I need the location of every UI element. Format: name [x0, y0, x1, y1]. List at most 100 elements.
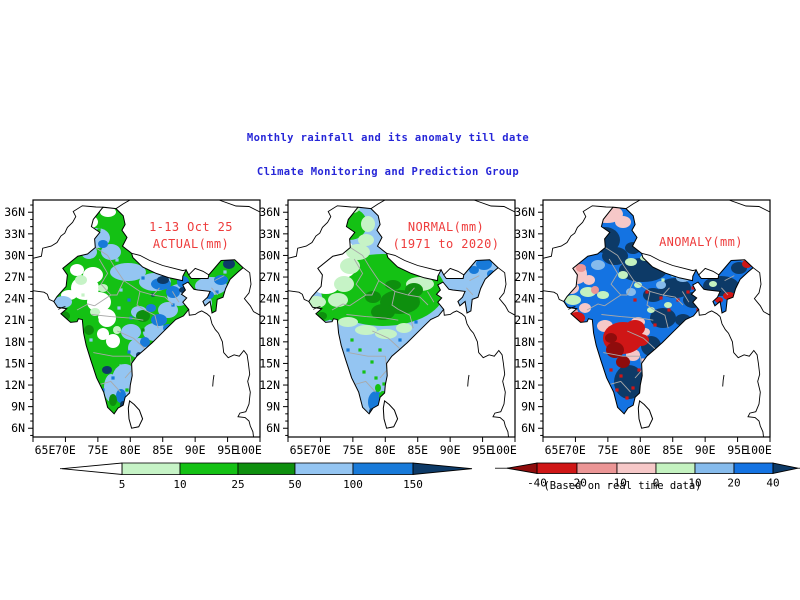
data-blob — [565, 295, 581, 305]
data-speckle — [637, 368, 641, 372]
data-blob — [746, 272, 754, 284]
lat-axis-label: 18N — [4, 335, 25, 349]
data-blob — [615, 216, 631, 228]
lat-axis-label: 6N — [266, 421, 280, 435]
lat-axis-label: 30N — [259, 248, 280, 262]
data-speckle — [125, 388, 129, 392]
data-speckle — [645, 290, 649, 294]
colorbar-tick-label: -10 — [607, 477, 627, 490]
data-speckle — [625, 396, 629, 400]
colorbar-right-arrow — [772, 462, 799, 475]
lat-axis-label: 18N — [514, 335, 535, 349]
country-borders — [32, 199, 261, 437]
data-blob — [75, 275, 87, 285]
data-blob — [98, 309, 116, 327]
lon-axis-label: 85E — [152, 443, 173, 457]
country-borders — [542, 199, 771, 437]
data-blob — [583, 275, 595, 285]
data-speckle — [691, 286, 695, 290]
data-speckle — [619, 374, 623, 378]
lon-axis-label: 65E — [35, 443, 56, 457]
sri-lanka-outline — [127, 399, 144, 429]
data-blob — [157, 276, 169, 284]
data-blob — [121, 324, 141, 340]
panel-label-anomaly: ANOMALY(mm) — [659, 235, 743, 249]
data-speckle — [119, 364, 123, 368]
map-frame — [542, 199, 771, 438]
data-blob — [365, 291, 381, 303]
colorbar-tick-label: 20 — [727, 477, 740, 490]
data-blob — [146, 304, 156, 312]
lat-axis-label: 36N — [259, 205, 280, 219]
lon-axis-label: 80E — [375, 443, 396, 457]
lon-axis-label: 95E — [472, 443, 493, 457]
data-speckle — [615, 388, 619, 392]
data-blob — [81, 245, 97, 259]
lat-axis-label: 36N — [4, 205, 25, 219]
lon-axis-label: 90E — [440, 443, 461, 457]
data-speckle — [97, 228, 101, 232]
lon-axis-label: 100E — [744, 443, 772, 457]
lat-axis-label: 24N — [514, 292, 535, 306]
colorbar-tick-label: 5 — [119, 478, 126, 491]
data-speckle — [629, 413, 633, 414]
figure-subtitle: Climate Monitoring and Prediction Group — [256, 166, 520, 178]
data-blob — [334, 276, 354, 292]
lat-axis-label: 21N — [4, 313, 25, 327]
lon-axis-label: 65E — [545, 443, 566, 457]
data-speckle — [686, 290, 690, 294]
data-blob — [715, 297, 723, 303]
data-blob — [328, 224, 340, 236]
data-speckle — [117, 306, 121, 310]
data-blob — [647, 307, 655, 313]
lon-axis-label: 70E — [310, 443, 331, 457]
data-blob — [97, 328, 109, 340]
data-blob — [371, 304, 395, 320]
data-speckle — [350, 338, 354, 342]
data-blob — [597, 291, 609, 299]
data-speckle — [81, 293, 85, 297]
data-blob — [358, 234, 374, 246]
data-speckle — [91, 258, 95, 262]
data-blob — [709, 281, 717, 287]
lon-axis-label: 70E — [55, 443, 76, 457]
data-blob — [633, 334, 649, 346]
data-speckle — [346, 348, 350, 352]
data-speckle — [394, 354, 398, 358]
data-blob — [102, 366, 112, 374]
lat-axis-label: 36N — [514, 205, 535, 219]
data-speckle — [127, 350, 131, 354]
colorbar-segment — [121, 462, 181, 475]
data-speckle — [659, 296, 663, 300]
lat-axis-label: 6N — [521, 421, 535, 435]
data-speckle — [95, 318, 99, 322]
data-blob — [576, 264, 586, 272]
data-blob — [675, 314, 691, 326]
data-speckle — [414, 320, 418, 324]
data-blob — [70, 264, 84, 276]
colorbar-segment — [694, 462, 735, 474]
lon-axis-label: 75E — [342, 443, 363, 457]
colorbar-tick-label: 10 — [173, 478, 186, 491]
data-blob — [110, 263, 146, 281]
colorbar-segment — [237, 462, 296, 475]
data-blob — [625, 320, 645, 336]
colorbar-segment — [616, 462, 657, 474]
data-blob — [591, 286, 599, 294]
state-boundaries — [586, 247, 735, 393]
data-blob — [626, 288, 636, 296]
data-blob — [340, 258, 360, 274]
data-blob — [84, 325, 94, 335]
colorbar-segment — [179, 462, 239, 475]
country-borders — [287, 199, 516, 437]
lat-axis-label: 21N — [259, 313, 280, 327]
map-panel-normal: 36N 33N 30N 27N 24N 21N 18N 15N 12N 9N 6N 65E 70E 75E… — [259, 199, 517, 457]
data-blob — [109, 394, 117, 406]
data-speckle — [370, 360, 374, 364]
lon-axis-label: 75E — [597, 443, 618, 457]
lat-axis-label: 15N — [4, 356, 25, 370]
lat-axis-label: 24N — [4, 292, 25, 306]
data-blob — [657, 263, 665, 269]
lat-axis-label: 33N — [514, 227, 535, 241]
